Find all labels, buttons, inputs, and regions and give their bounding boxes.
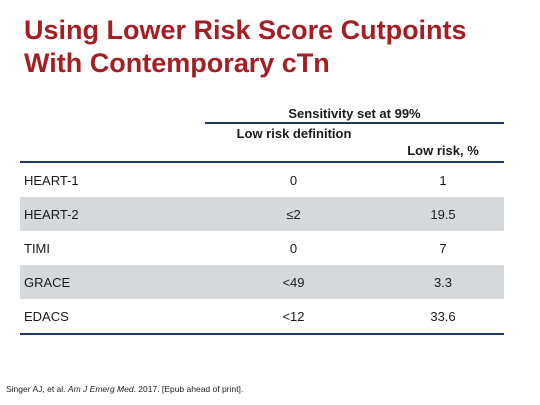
column-header-low-risk-definition: Low risk definition — [236, 126, 352, 141]
header-rule — [20, 161, 504, 163]
low-risk-percent: 33.6 — [430, 308, 456, 324]
low-risk-percent: 19.5 — [430, 206, 456, 222]
low-risk-definition: 0 — [289, 172, 298, 188]
low-risk-definition: <12 — [282, 308, 305, 324]
score-name: HEART-2 — [24, 206, 79, 222]
citation: Singer AJ, et al. Am J Emerg Med. 2017. … — [6, 384, 243, 394]
table-row: TIMI 0 7 — [20, 231, 504, 265]
table-row: HEART-1 0 1 — [20, 163, 504, 197]
score-name: EDACS — [24, 308, 69, 324]
table-row: HEART-2 ≤2 19.5 — [20, 197, 504, 231]
score-name: TIMI — [24, 240, 50, 256]
table-row: EDACS <12 33.6 — [20, 299, 504, 333]
low-risk-definition: <49 — [282, 274, 305, 290]
citation-journal: Am J Emerg Med — [67, 384, 134, 394]
low-risk-definition: ≤2 — [286, 206, 301, 222]
group-header: Sensitivity set at 99% — [288, 106, 421, 121]
column-header-low-risk-percent: Low risk, % — [407, 143, 479, 158]
citation-authors: Singer AJ, et al. — [6, 384, 66, 394]
low-risk-definition: 0 — [289, 240, 298, 256]
low-risk-percent: 1 — [439, 172, 447, 188]
table-bottom-rule — [20, 333, 504, 335]
group-header-rule — [205, 122, 504, 124]
table-body: HEART-1 0 1 HEART-2 ≤2 19.5 TIMI 0 7 GRA… — [20, 163, 504, 333]
low-risk-percent: 3.3 — [433, 274, 453, 290]
table-row: GRACE <49 3.3 — [20, 265, 504, 299]
score-name: GRACE — [24, 274, 71, 290]
low-risk-percent: 7 — [439, 240, 447, 256]
score-name: HEART-1 — [24, 172, 79, 188]
citation-details: . 2017. [Epub ahead of print]. — [133, 384, 244, 394]
slide-title: Using Lower Risk Score Cutpoints With Co… — [24, 15, 467, 78]
